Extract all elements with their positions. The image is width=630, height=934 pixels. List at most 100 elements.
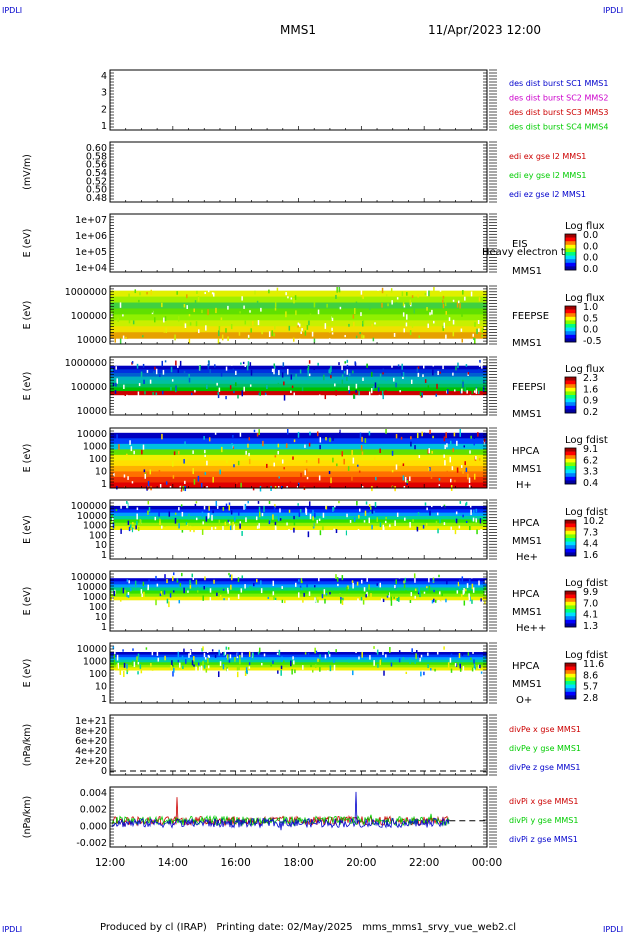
spectrogram-pixel (281, 372, 284, 378)
spectrogram-pixel (313, 302, 316, 308)
spectrogram-pixel (224, 521, 227, 526)
spectrogram-pixel (113, 473, 115, 477)
spectrogram-pixel (374, 322, 376, 325)
spectrogram-pixel (429, 467, 431, 472)
spectrogram-pixel (123, 662, 126, 668)
spectrogram-pixel (131, 361, 134, 364)
spectrogram-pixel (409, 330, 412, 336)
spectrogram-pixel (172, 572, 175, 576)
spectrogram-pixel (245, 450, 247, 455)
spectrogram-pixel (466, 390, 468, 394)
spectrogram-pixel (208, 512, 210, 518)
spectrogram-pixel (381, 390, 384, 396)
spectrogram-layer (110, 308, 487, 315)
spectrogram-pixel (203, 505, 206, 510)
spectrogram-pixel (316, 519, 318, 524)
spectrogram-pixel (217, 671, 220, 678)
spectrogram-layer (110, 460, 487, 467)
header-mission: MMS1 (280, 23, 316, 37)
y-tick-label: 8e+20 (75, 726, 107, 737)
spectrogram-pixel (369, 511, 372, 514)
spectrogram-pixel (240, 482, 242, 488)
spectrogram-pixel (198, 329, 200, 334)
spectrogram-pixel (172, 671, 174, 677)
colorbar-segment (565, 598, 576, 603)
spectrogram-pixel (136, 513, 138, 520)
spectrogram-pixel (274, 504, 276, 509)
spectrogram-pixel (188, 338, 191, 344)
y-tick-label: 1e+21 (75, 716, 107, 727)
colorbar-tick-label: 0.0 (583, 241, 598, 252)
spectrogram-pixel (335, 294, 337, 299)
spectrogram-pixel (308, 320, 310, 326)
y-tick-label: 1e+06 (75, 231, 107, 242)
spectrogram-pixel (445, 432, 447, 439)
spectrogram-pixel (264, 392, 267, 395)
spectrogram-pixel (318, 659, 321, 663)
colorbar-segment (565, 684, 576, 689)
spectrogram-pixel (247, 501, 249, 504)
spectrogram-pixel (361, 451, 364, 455)
spectrogram-pixel (385, 654, 387, 658)
spectrogram-pixel (192, 523, 194, 527)
spectrogram-pixel (285, 443, 288, 449)
spectrogram-pixel (391, 485, 394, 488)
spectrogram-pixel (459, 431, 461, 437)
colorbar-segment (565, 391, 576, 396)
spectrogram-pixel (233, 464, 235, 468)
spectrogram-pixel (480, 598, 482, 602)
spectrogram-pixel (299, 338, 301, 344)
spectrogram-pixel (119, 669, 122, 675)
y-tick-label: 1e+05 (75, 247, 107, 258)
spectrogram-pixel (297, 431, 300, 438)
spectrogram-pixel (114, 390, 117, 394)
spectrogram-pixel (379, 522, 382, 528)
spectrogram-pixel (362, 600, 365, 605)
spectrogram-pixel (226, 654, 229, 660)
spectrogram-pixel (466, 583, 469, 588)
spectrogram-pixel (352, 457, 355, 464)
spectrogram-pixel (481, 334, 483, 338)
spectrogram-pixel (446, 580, 448, 585)
colorbar-tick-label: 9.9 (583, 587, 598, 598)
colorbar: 9.97.04.11.3 (564, 587, 598, 632)
spectrogram-pixel (334, 503, 336, 508)
spectrogram-pixel (302, 665, 304, 670)
spectrogram-pixel (371, 371, 373, 377)
spectrogram-pixel (207, 309, 209, 316)
colorbar-title: Log flux (565, 293, 605, 304)
colorbar-tick-label: 1.6 (583, 550, 598, 561)
spectrogram-pixel (314, 647, 316, 654)
spectrogram-pixel (231, 443, 233, 449)
spectrogram-pixel (309, 431, 311, 436)
spectrogram-pixel (272, 660, 274, 664)
spectrogram-pixel (308, 591, 311, 596)
spectrogram-pixel (205, 325, 207, 331)
spectrogram-pixel (395, 433, 398, 439)
spectrogram-pixel (358, 470, 361, 473)
spectrogram-pixel (183, 321, 186, 326)
spectrogram-pixel (467, 372, 470, 375)
spectrogram-pixel (151, 668, 154, 671)
spectrogram-pixel (409, 476, 411, 481)
spectrogram-pixel (228, 521, 231, 524)
spectrogram-pixel (288, 325, 291, 331)
spectrogram-pixel (393, 596, 395, 599)
spectrogram-pixel (428, 585, 431, 591)
spectrogram-pixel (373, 660, 375, 666)
spectrogram-pixel (229, 523, 231, 526)
spectrogram-pixel (407, 501, 409, 505)
spectrogram-pixel (126, 453, 128, 457)
spectrogram-pixel (227, 647, 230, 650)
spectrogram-pixel (266, 463, 268, 468)
spectrogram-pixel (199, 666, 201, 672)
spectrogram-pixel (323, 374, 325, 381)
spectrogram-pixel (289, 657, 292, 660)
spectrogram-pixel (374, 501, 377, 508)
y-axis-label: E (eV) (22, 372, 33, 401)
spectrogram-pixel (410, 592, 413, 597)
spectrogram-pixel (256, 433, 259, 437)
spectrogram-pixel (177, 362, 179, 368)
spectrogram-pixel (248, 458, 251, 465)
colorbar-frame (564, 519, 577, 557)
